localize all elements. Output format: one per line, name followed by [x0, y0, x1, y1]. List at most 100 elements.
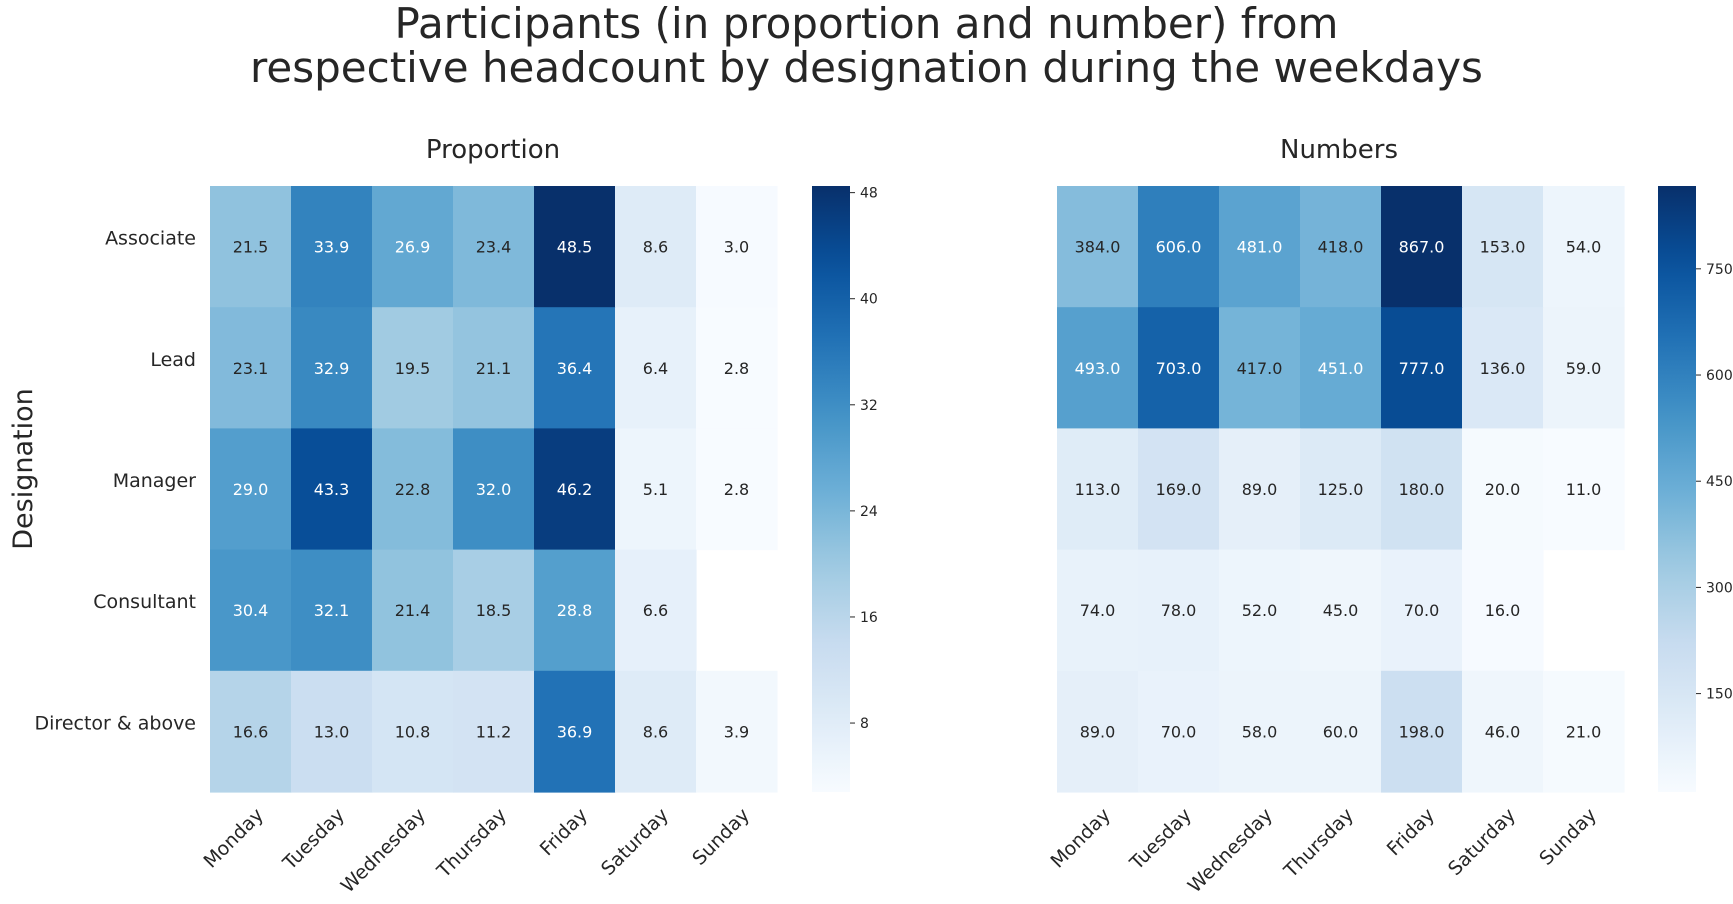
heatmap-cell	[696, 186, 778, 308]
cell-value-label: 481.0	[1237, 238, 1283, 257]
panel-title: Proportion	[426, 135, 560, 165]
x-tick-label: Wednesday	[1184, 804, 1277, 897]
x-tick-label: Saturday	[1444, 804, 1520, 880]
heatmap-cell	[1138, 428, 1220, 551]
cell-value-label: 43.3	[314, 480, 350, 499]
heatmap-cell	[534, 307, 616, 429]
heatmap-cell	[210, 549, 292, 672]
colorbar-tick-label: 16	[860, 610, 878, 626]
x-tick-label: Friday	[1383, 804, 1439, 860]
heatmap-cell	[372, 549, 454, 672]
cell-value-label: 46.0	[1485, 722, 1521, 741]
cell-value-label: 16.0	[1485, 601, 1521, 620]
cell-value-label: 89.0	[1242, 480, 1278, 499]
heatmap-cell	[696, 307, 778, 429]
heatmap-cell	[1462, 549, 1544, 672]
cell-value-label: 11.2	[476, 722, 512, 741]
heatmap-cell	[453, 307, 535, 429]
heatmap-cell	[1381, 428, 1463, 551]
heatmap-cell	[291, 186, 373, 308]
x-tick-label: Saturday	[597, 804, 673, 880]
x-tick-label: Thursday	[432, 804, 511, 883]
y-tick-label: Manager	[113, 470, 196, 492]
colorbar-tick-label: 32	[860, 398, 878, 414]
colorbar	[812, 186, 850, 792]
y-tick-label: Consultant	[93, 591, 196, 613]
heatmap-cell	[1381, 186, 1463, 308]
colorbar-tick-label: 600	[1706, 368, 1733, 384]
cell-value-label: 5.1	[643, 480, 668, 499]
cell-value-label: 606.0	[1156, 238, 1202, 257]
cell-value-label: 198.0	[1399, 722, 1445, 741]
heatmap-cell	[615, 428, 697, 551]
cell-value-label: 32.0	[476, 480, 512, 499]
cell-value-label: 21.1	[476, 359, 512, 378]
heatmap-cell	[1543, 670, 1625, 793]
heatmap-cell	[1219, 307, 1301, 429]
heatmap-cell	[615, 307, 697, 429]
cell-value-label: 29.0	[233, 480, 269, 499]
heatmap-cell	[1057, 307, 1139, 429]
heatmap-cell	[1462, 428, 1544, 551]
cell-value-label: 20.0	[1485, 480, 1521, 499]
heatmap-cell	[210, 307, 292, 429]
cell-value-label: 23.4	[476, 238, 512, 257]
colorbar-tick-label: 450	[1706, 474, 1733, 490]
cell-value-label: 58.0	[1242, 722, 1278, 741]
heatmap-cell	[1300, 186, 1382, 308]
heatmap-cell	[1057, 186, 1139, 308]
cell-value-label: 33.9	[314, 238, 350, 257]
heatmap-cell	[1219, 186, 1301, 308]
cell-value-label: 11.0	[1566, 480, 1602, 499]
heatmap-cell	[291, 307, 373, 429]
heatmap-cell	[615, 186, 697, 308]
cell-value-label: 78.0	[1161, 601, 1197, 620]
heatmap-cell	[372, 670, 454, 793]
heatmap-cell	[1462, 307, 1544, 429]
cell-value-label: 32.1	[314, 601, 350, 620]
heatmap-cell	[615, 670, 697, 793]
heatmap-cell	[1462, 670, 1544, 793]
heatmap-cell	[1057, 549, 1139, 672]
cell-value-label: 18.5	[476, 601, 512, 620]
heatmap-cell	[1462, 186, 1544, 308]
cell-value-label: 3.9	[724, 722, 749, 741]
cell-value-label: 89.0	[1080, 722, 1116, 741]
cell-value-label: 384.0	[1075, 238, 1121, 257]
cell-value-label: 30.4	[233, 601, 269, 620]
heatmap-cell	[453, 186, 535, 308]
cell-value-label: 70.0	[1404, 601, 1440, 620]
cell-value-label: 169.0	[1156, 480, 1202, 499]
y-tick-label: Associate	[105, 228, 196, 250]
cell-value-label: 13.0	[314, 722, 350, 741]
cell-value-label: 16.6	[233, 722, 269, 741]
cell-value-label: 32.9	[314, 359, 350, 378]
heatmap-cell	[453, 549, 535, 672]
cell-value-label: 59.0	[1566, 359, 1602, 378]
heatmap-cell	[453, 428, 535, 551]
colorbar-tick-label: 48	[860, 186, 878, 202]
main-title: Participants (in proportion and number) …	[100, 2, 1633, 90]
cell-value-label: 867.0	[1399, 238, 1445, 257]
cell-value-label: 417.0	[1237, 359, 1283, 378]
heatmap-cell	[210, 186, 292, 308]
x-tick-label: Friday	[536, 804, 592, 860]
heatmap-cell	[1300, 428, 1382, 551]
heatmap-cell	[534, 670, 616, 793]
panel-title: Numbers	[1280, 135, 1398, 165]
heatmap-cell	[372, 186, 454, 308]
cell-value-label: 6.4	[643, 359, 668, 378]
cell-value-label: 125.0	[1318, 480, 1364, 499]
heatmap-cell	[453, 670, 535, 793]
heatmap-cell	[1543, 307, 1625, 429]
heatmap-cell	[1381, 307, 1463, 429]
heatmap-cell	[1300, 670, 1382, 793]
cell-value-label: 180.0	[1399, 480, 1445, 499]
heatmap-cell	[1138, 670, 1220, 793]
main-title-line: respective headcount by designation duri…	[250, 43, 1483, 92]
cell-value-label: 19.5	[395, 359, 431, 378]
x-tick-label: Thursday	[1279, 804, 1358, 883]
heatmap-cell	[291, 670, 373, 793]
